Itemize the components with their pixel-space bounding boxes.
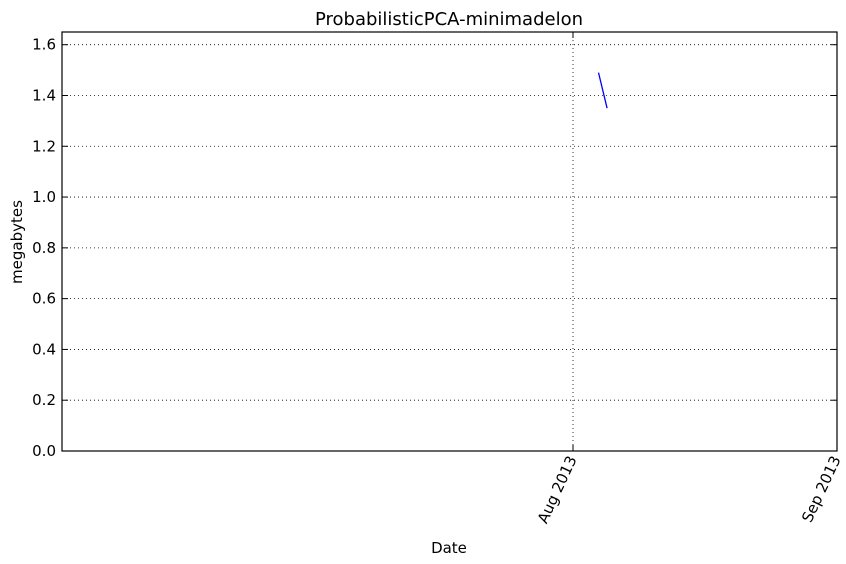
y-tick-label: 1.0 bbox=[32, 188, 56, 206]
y-tick-label: 0.0 bbox=[32, 442, 56, 460]
x-tick-label: Sep 2013 bbox=[798, 453, 844, 525]
chart-title: ProbabilisticPCA-minimadelon bbox=[315, 9, 583, 30]
y-axis-label: megabytes bbox=[8, 200, 26, 284]
y-tick-label: 0.2 bbox=[32, 391, 56, 409]
plot-frame bbox=[61, 31, 838, 452]
ticks-layer: 0.0 0.2 0.4 0.6 0.8 1.0 1.2 1.4 1.6 Aug 2013 Sep 2… bbox=[32, 32, 845, 526]
y-tick-label: 1.2 bbox=[32, 137, 56, 155]
grid-layer bbox=[62, 32, 838, 451]
series-line bbox=[597, 72, 608, 109]
x-tick-label: Aug 2013 bbox=[534, 453, 581, 526]
y-tick-label: 1.4 bbox=[32, 86, 56, 104]
y-tick-label: 0.4 bbox=[32, 340, 56, 358]
x-axis-label: Date bbox=[431, 539, 467, 557]
y-tick-label: 0.8 bbox=[32, 239, 56, 257]
y-tick-label: 0.6 bbox=[32, 290, 56, 308]
y-tick-label: 1.6 bbox=[32, 36, 56, 54]
series-layer bbox=[597, 72, 608, 109]
